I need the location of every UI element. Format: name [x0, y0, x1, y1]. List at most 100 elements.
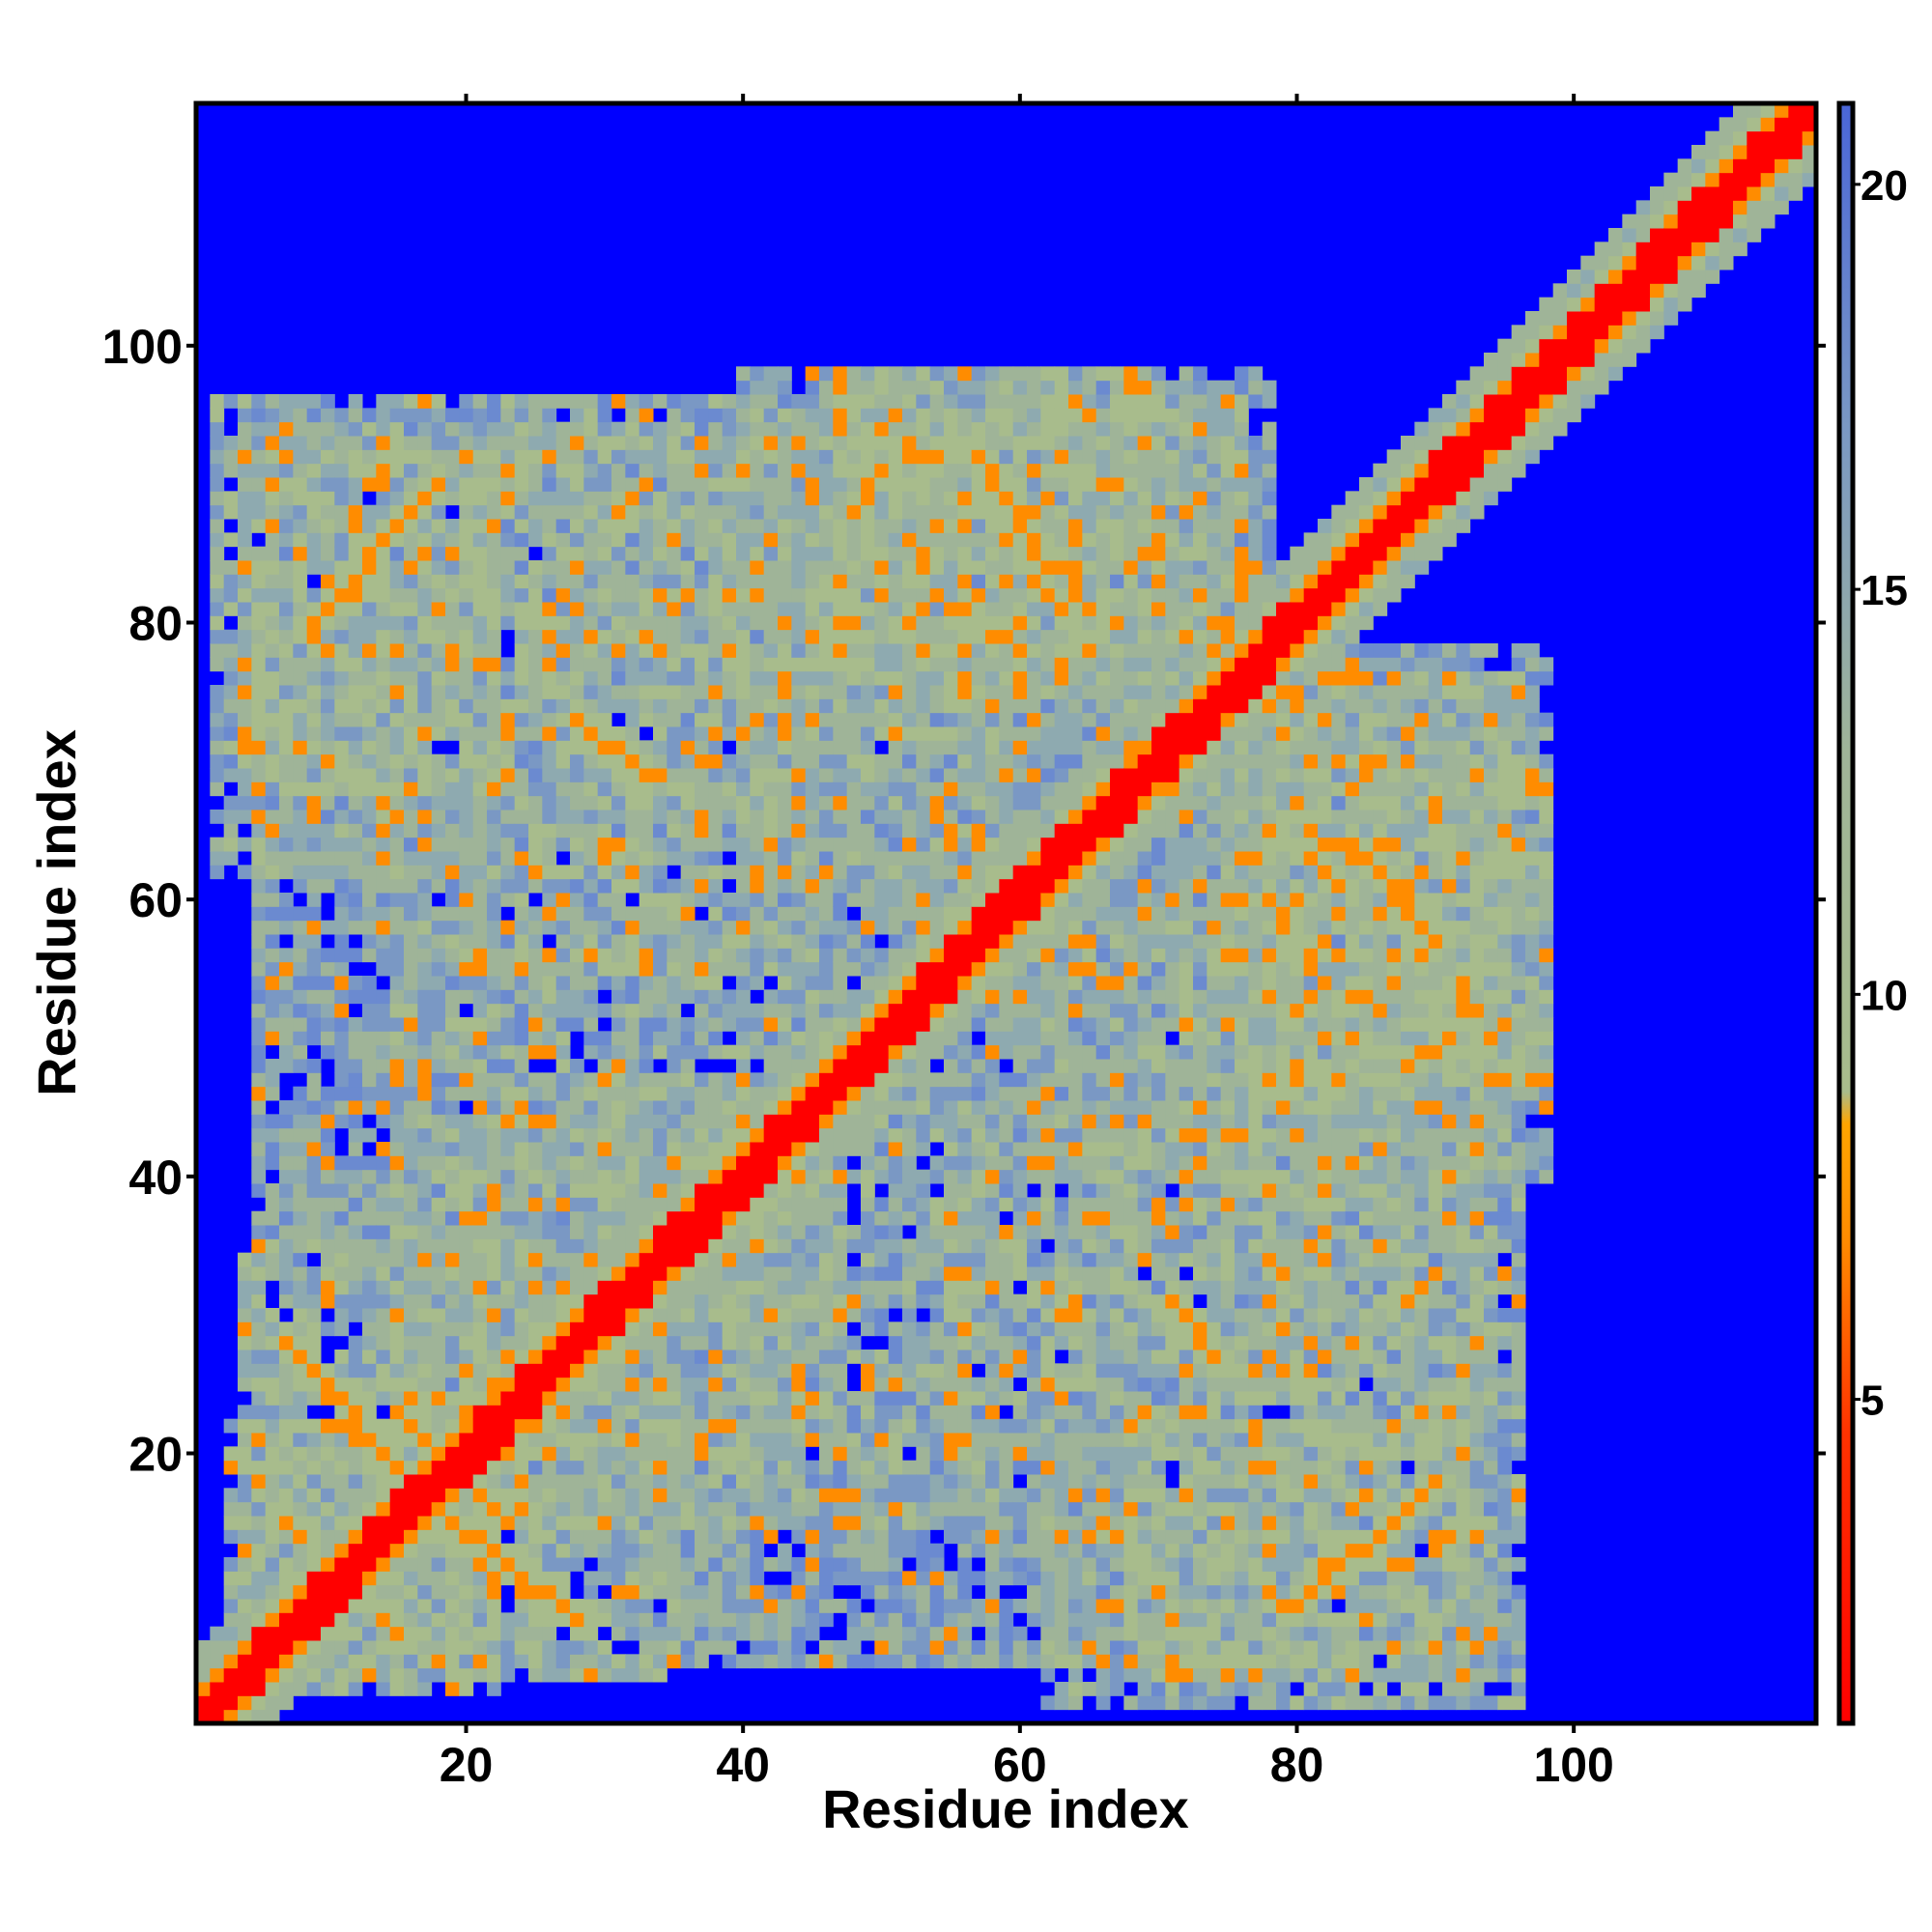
heatmap-cell [763, 519, 779, 533]
heatmap-cell [846, 1031, 862, 1046]
heatmap-cell [472, 1460, 488, 1475]
heatmap-cell [487, 1640, 501, 1655]
heatmap-cell [695, 781, 709, 797]
heatmap-cell [695, 1003, 709, 1018]
heatmap-cell [819, 1446, 834, 1462]
heatmap-cell [348, 1100, 363, 1115]
heatmap-cell [334, 1183, 350, 1198]
heatmap-cell [597, 1667, 612, 1683]
heatmap-cell [265, 1308, 280, 1322]
heatmap-cell [944, 546, 958, 561]
heatmap-cell [472, 1501, 488, 1517]
heatmap-cell [874, 1169, 890, 1184]
heatmap-cell [445, 1086, 460, 1101]
heatmap-cell [445, 1599, 460, 1613]
heatmap-cell [362, 1488, 377, 1503]
heatmap-cell [874, 906, 890, 922]
heatmap-cell [736, 366, 751, 382]
heatmap-cell [570, 961, 584, 977]
heatmap-cell [805, 1072, 820, 1088]
heatmap-cell [902, 657, 917, 672]
heatmap-cell [251, 574, 267, 589]
heatmap-cell [528, 1350, 543, 1364]
heatmap-cell [888, 436, 903, 450]
heatmap-cell [223, 1501, 239, 1517]
heatmap-cell [611, 1280, 626, 1295]
heatmap-cell [639, 906, 654, 922]
heatmap-cell [306, 1335, 322, 1350]
heatmap-cell [514, 449, 529, 465]
heatmap-cell [542, 1599, 557, 1613]
heatmap-cell [625, 698, 640, 714]
heatmap-cell [805, 1626, 820, 1641]
heatmap-cell [763, 1321, 779, 1337]
heatmap-cell [487, 795, 501, 810]
heatmap-cell [570, 1516, 584, 1530]
heatmap-cell [487, 491, 501, 506]
heatmap-cell [459, 698, 474, 714]
heatmap-cell [570, 1350, 584, 1364]
heatmap-cell [680, 893, 696, 907]
heatmap-cell [265, 615, 280, 631]
heatmap-cell [957, 851, 973, 866]
heatmap-cell [500, 1350, 516, 1364]
heatmap-cell [348, 504, 363, 520]
heatmap-cell [846, 1003, 862, 1018]
heatmap-cell [805, 1252, 820, 1267]
heatmap-cell [321, 1183, 335, 1198]
heatmap-cell [334, 1114, 350, 1129]
heatmap-cell [791, 948, 807, 963]
heatmap-cell [639, 546, 654, 561]
heatmap-cell [611, 1321, 626, 1337]
heatmap-cell [362, 851, 377, 866]
heatmap-cell [265, 1584, 280, 1600]
heatmap-cell [916, 1280, 931, 1295]
heatmap-cell [555, 1335, 571, 1350]
heatmap-cell [778, 865, 792, 880]
heatmap-cell [542, 810, 557, 824]
heatmap-cell [833, 1529, 848, 1545]
heatmap-cell [985, 1529, 1000, 1545]
heatmap-cell [514, 878, 529, 894]
heatmap-cell [902, 906, 917, 922]
heatmap-cell [376, 1446, 391, 1462]
heatmap-cell [708, 421, 724, 437]
heatmap-cell [653, 1363, 668, 1378]
heatmap-cell [251, 1529, 267, 1545]
heatmap-cell [639, 740, 654, 755]
heatmap-cell [583, 1335, 599, 1350]
heatmap-cell [306, 989, 322, 1005]
heatmap-cell [251, 1335, 267, 1350]
heatmap-cell [861, 1238, 875, 1254]
heatmap-cell [916, 1183, 931, 1198]
heatmap-cell [944, 1072, 958, 1088]
heatmap-cell [916, 574, 931, 589]
heatmap-cell [833, 504, 848, 520]
heatmap-cell [583, 1418, 599, 1434]
heatmap-cell [583, 1321, 599, 1337]
heatmap-cell [846, 1418, 862, 1434]
heatmap-cell [376, 1335, 391, 1350]
heatmap-cell [778, 698, 792, 714]
heatmap-cell [376, 1377, 391, 1392]
heatmap-cell [680, 560, 696, 575]
heatmap-cell [306, 436, 322, 450]
heatmap-cell [348, 1557, 363, 1572]
heatmap-cell [293, 1446, 308, 1462]
heatmap-cell [445, 1460, 460, 1475]
heatmap-cell [334, 1377, 350, 1392]
heatmap-cell [763, 934, 779, 949]
heatmap-cell [265, 989, 280, 1005]
heatmap-cell [874, 408, 890, 423]
heatmap-cell [500, 615, 516, 631]
heatmap-cell [639, 920, 654, 935]
heatmap-cell [514, 781, 529, 797]
heatmap-cell [542, 976, 557, 990]
heatmap-cell [778, 1460, 792, 1475]
heatmap-cell [321, 810, 335, 824]
heatmap-cell [265, 878, 280, 894]
heatmap-cell [265, 1321, 280, 1337]
heatmap-cell [265, 560, 280, 575]
heatmap-cell [445, 1571, 460, 1586]
heatmap-cell [778, 643, 792, 658]
